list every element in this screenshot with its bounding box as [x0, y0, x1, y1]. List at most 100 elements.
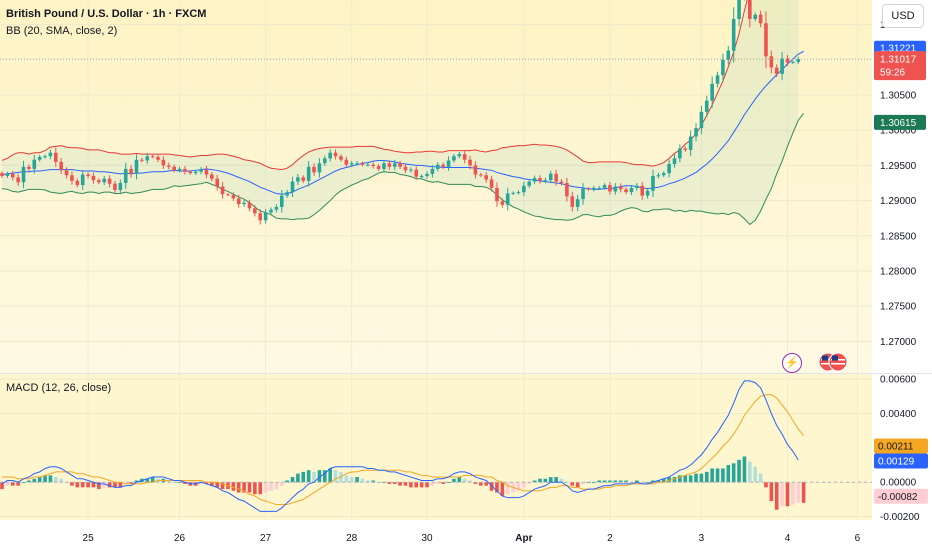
histogram-bar[interactable]: [301, 471, 306, 483]
candle-body[interactable]: [360, 163, 365, 165]
histogram-bar[interactable]: [441, 482, 445, 484]
candle-body[interactable]: [75, 180, 80, 186]
candle-body[interactable]: [640, 185, 645, 196]
histogram-bar[interactable]: [290, 477, 295, 483]
candle-body[interactable]: [145, 156, 150, 161]
macd-line[interactable]: [1, 380, 799, 512]
candle-body[interactable]: [661, 173, 666, 176]
histogram-bar[interactable]: [548, 477, 553, 483]
candle-body[interactable]: [150, 156, 155, 158]
histogram-bar[interactable]: [780, 482, 784, 507]
histogram-bar[interactable]: [581, 482, 585, 484]
histogram-bar[interactable]: [473, 482, 478, 484]
candle-body[interactable]: [435, 164, 440, 169]
histogram-bar[interactable]: [452, 478, 456, 483]
candle-body[interactable]: [737, 0, 741, 20]
candle-body[interactable]: [618, 186, 623, 190]
candle-body[interactable]: [27, 166, 31, 169]
candle-body[interactable]: [355, 163, 359, 165]
candle-body[interactable]: [403, 166, 408, 171]
histogram-bar[interactable]: [538, 478, 542, 483]
histogram-bar[interactable]: [118, 482, 123, 488]
histogram-bar[interactable]: [527, 482, 532, 484]
candle-body[interactable]: [764, 23, 768, 57]
histogram-bar[interactable]: [166, 480, 171, 483]
histogram-bar[interactable]: [624, 480, 628, 483]
currency-button[interactable]: USD: [882, 4, 924, 28]
candle-body[interactable]: [586, 188, 591, 190]
candle-body[interactable]: [70, 175, 74, 181]
candle-body[interactable]: [769, 56, 774, 68]
candle-body[interactable]: [226, 194, 230, 196]
histogram-bar[interactable]: [414, 482, 419, 488]
candle-body[interactable]: [635, 185, 639, 188]
candle-body[interactable]: [263, 212, 268, 221]
candle-body[interactable]: [166, 165, 171, 167]
histogram-bar[interactable]: [645, 482, 650, 484]
candle-body[interactable]: [500, 201, 505, 205]
candle-body[interactable]: [791, 61, 795, 63]
candle-body[interactable]: [102, 178, 107, 183]
histogram-bar[interactable]: [398, 482, 402, 486]
candle-body[interactable]: [21, 166, 26, 183]
histogram-bar[interactable]: [366, 480, 370, 483]
histogram-bar[interactable]: [688, 475, 693, 483]
candle-body[interactable]: [565, 182, 569, 197]
candle-body[interactable]: [123, 168, 128, 183]
histogram-bar[interactable]: [323, 470, 327, 483]
histogram-bar[interactable]: [231, 482, 236, 491]
histogram-bar[interactable]: [409, 482, 413, 488]
candle-body[interactable]: [172, 166, 176, 171]
candle-body[interactable]: [532, 178, 537, 182]
histogram-bar[interactable]: [774, 482, 779, 510]
histogram-bar[interactable]: [446, 482, 451, 484]
candle-body[interactable]: [575, 199, 580, 207]
bollinger-bands-legend[interactable]: BB (20, SMA, close, 2): [6, 25, 118, 37]
histogram-bar[interactable]: [419, 482, 424, 488]
candle-body[interactable]: [796, 59, 801, 62]
histogram-bar[interactable]: [16, 482, 20, 486]
candle-body[interactable]: [473, 165, 478, 175]
histogram-bar[interactable]: [274, 482, 279, 490]
histogram-bar[interactable]: [651, 480, 655, 483]
histogram-bar[interactable]: [495, 482, 499, 493]
histogram-bar[interactable]: [349, 477, 354, 483]
candle-body[interactable]: [215, 178, 219, 187]
candle-body[interactable]: [86, 174, 90, 176]
candle-body[interactable]: [672, 158, 677, 164]
candle-body[interactable]: [5, 173, 10, 176]
candle-body[interactable]: [91, 175, 96, 181]
bb-upper-line[interactable]: [1, 0, 804, 171]
candle-body[interactable]: [414, 169, 419, 177]
histogram-bar[interactable]: [758, 473, 763, 483]
histogram-bar[interactable]: [559, 478, 564, 483]
histogram-bar[interactable]: [721, 468, 725, 483]
histogram-bar[interactable]: [215, 482, 219, 488]
candle-body[interactable]: [592, 187, 596, 190]
candle-body[interactable]: [753, 14, 757, 20]
histogram-bar[interactable]: [296, 473, 300, 483]
histogram-bar[interactable]: [704, 471, 709, 483]
histogram-bar[interactable]: [123, 482, 128, 484]
candle-body[interactable]: [758, 14, 763, 24]
candle-body[interactable]: [328, 152, 332, 159]
histogram-bar[interactable]: [220, 482, 225, 490]
histogram-bar[interactable]: [801, 482, 806, 503]
candle-body[interactable]: [113, 183, 117, 191]
histogram-bar[interactable]: [102, 482, 107, 488]
candle-body[interactable]: [204, 169, 209, 175]
candle-body[interactable]: [43, 156, 47, 158]
candle-body[interactable]: [548, 173, 553, 181]
candle-body[interactable]: [64, 170, 69, 176]
histogram-bar[interactable]: [737, 459, 741, 483]
histogram-bar[interactable]: [48, 475, 53, 483]
histogram-bar[interactable]: [726, 465, 731, 483]
histogram-bar[interactable]: [387, 482, 392, 484]
histogram-bar[interactable]: [306, 470, 311, 483]
candle-body[interactable]: [629, 187, 634, 193]
histogram-bar[interactable]: [430, 482, 435, 486]
candle-body[interactable]: [726, 50, 731, 60]
histogram-bar[interactable]: [618, 480, 623, 483]
histogram-bar[interactable]: [150, 477, 155, 483]
